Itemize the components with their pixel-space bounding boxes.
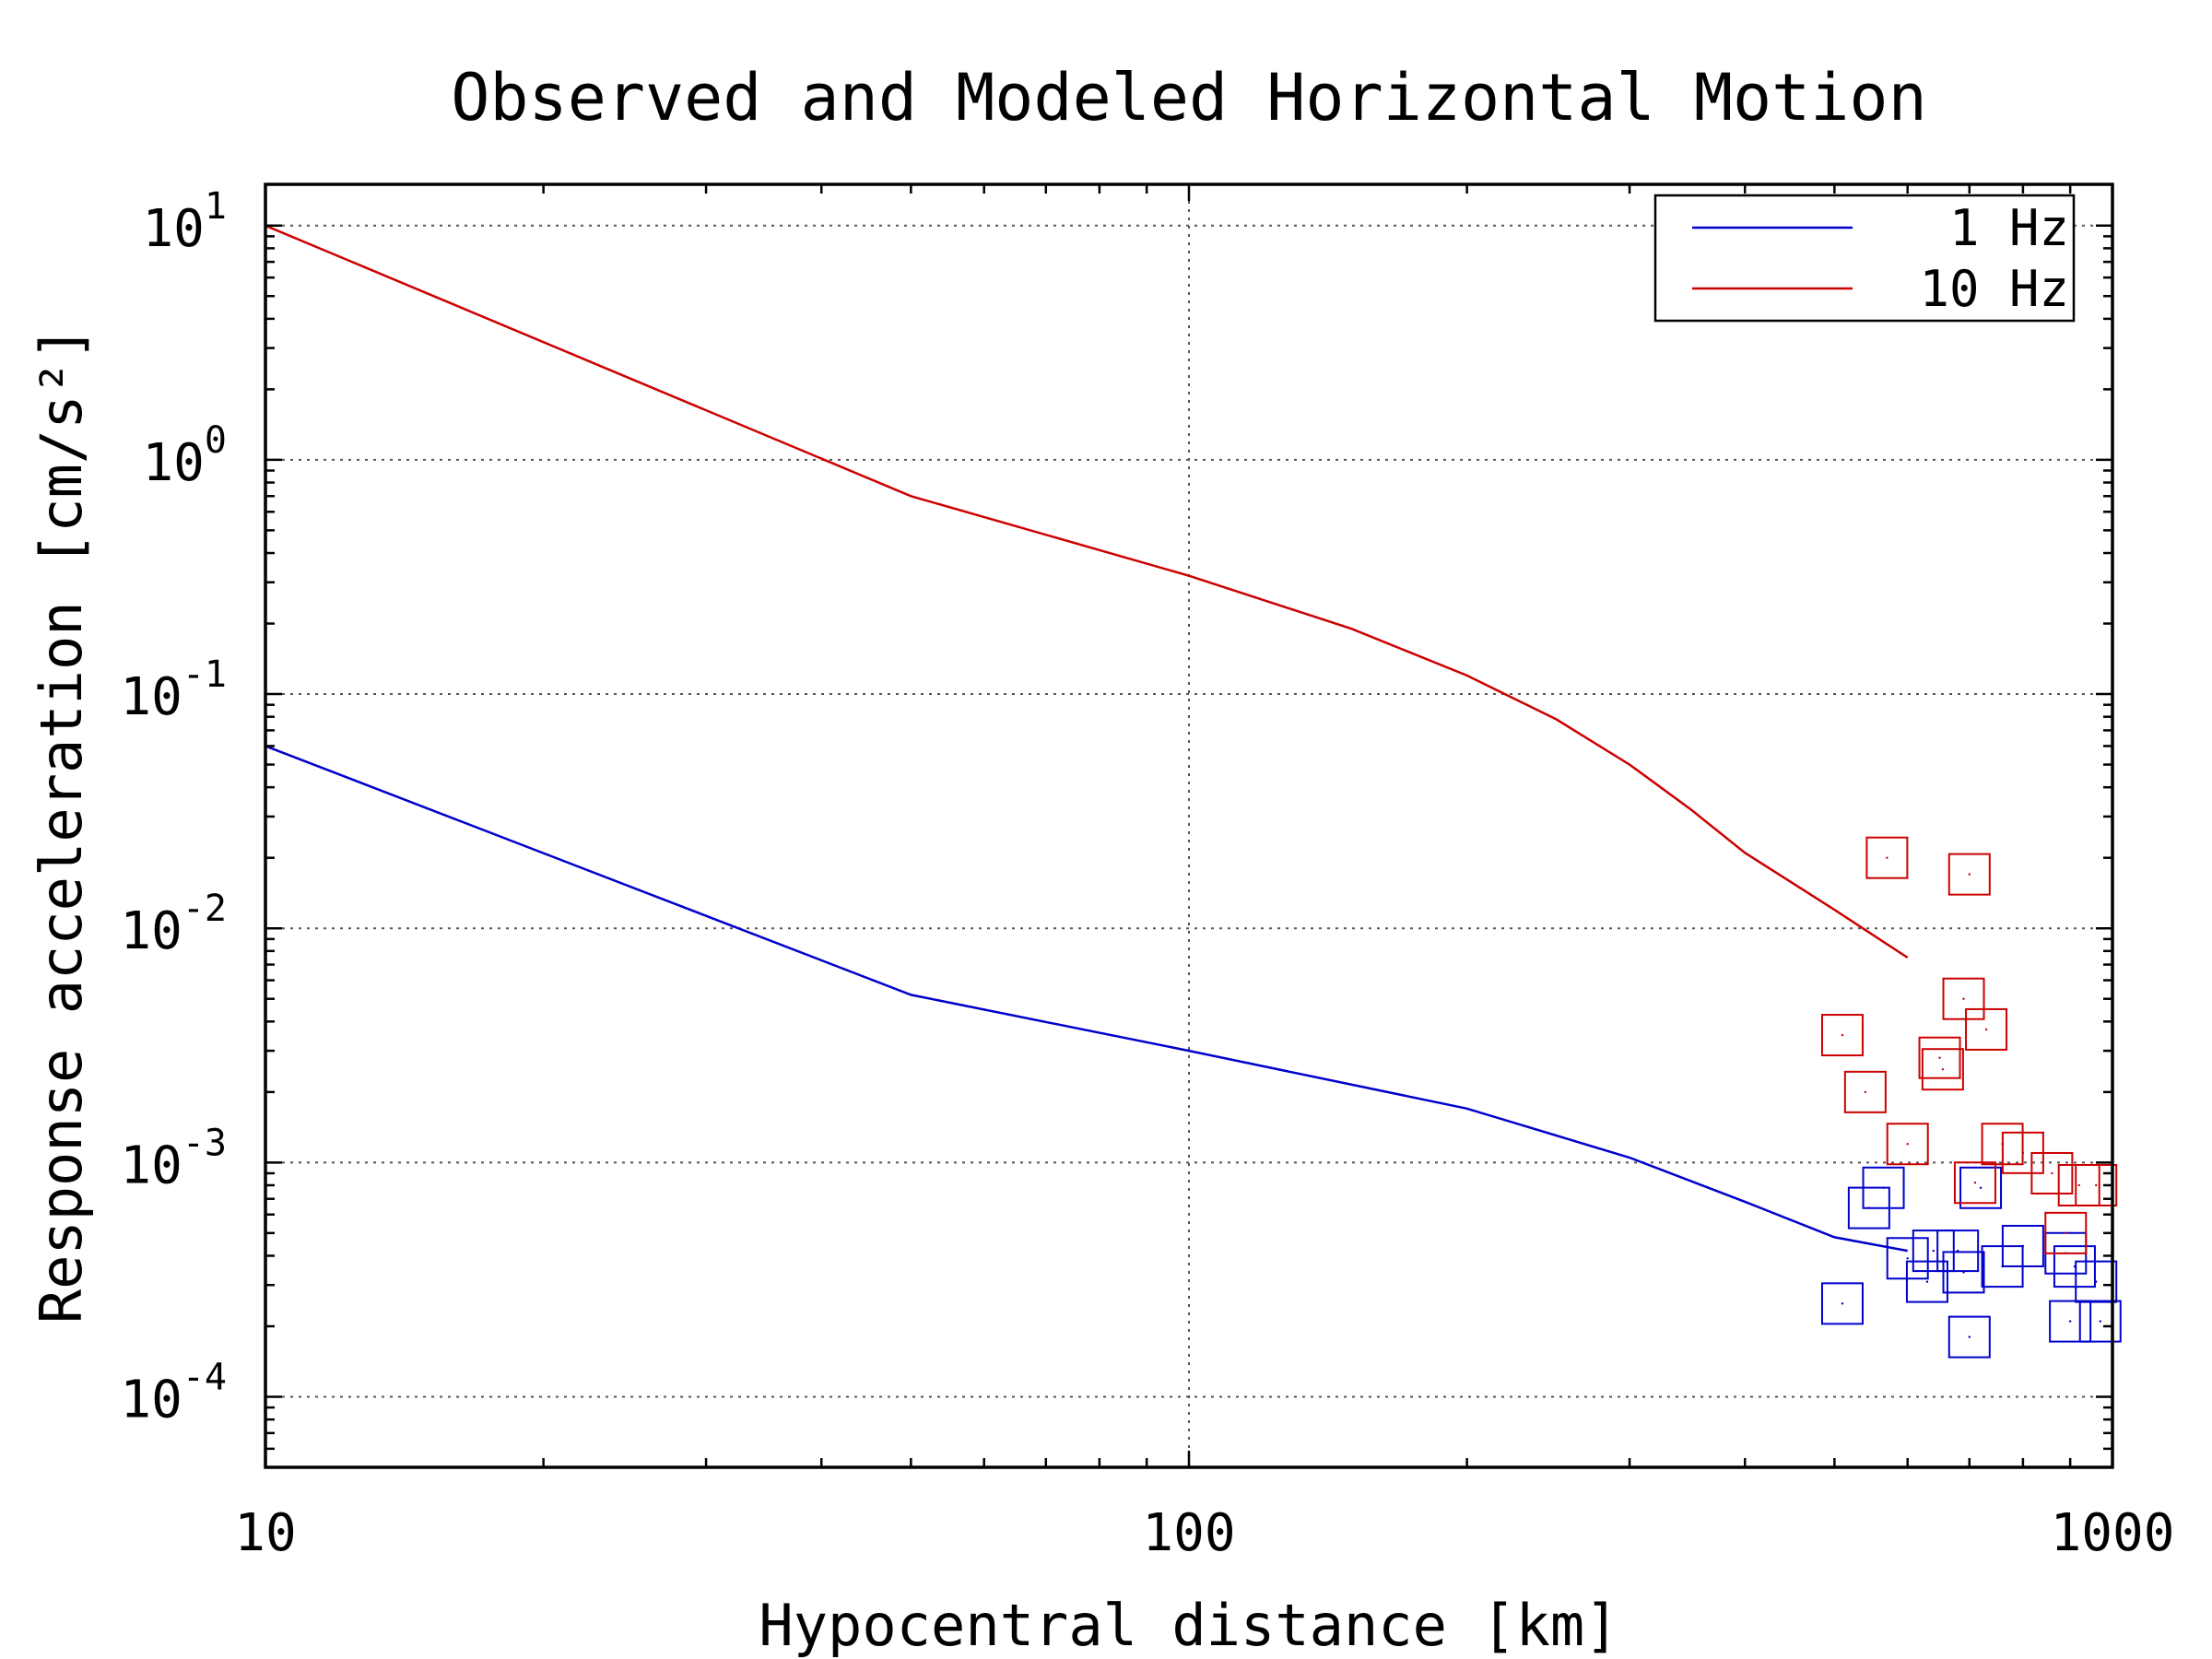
y-axis-label: Response acceleration [cm/s²]: [28, 326, 95, 1324]
x-axis-label: Hypocentral distance [km]: [759, 1592, 1618, 1659]
observation-dot-1: [1906, 1143, 1909, 1146]
observation-marker-1: [1921, 1048, 1964, 1091]
observation-marker-1: [2044, 1211, 2088, 1254]
legend-label-10hz: 10 Hz: [1919, 260, 2069, 318]
observation-marker-0: [1820, 1282, 1864, 1325]
legend-box: [1653, 194, 2076, 323]
legend-label-1hz: 1 Hz: [1949, 199, 2069, 257]
observation-dot-1: [1968, 873, 1971, 876]
y-tick-label: 10-3: [120, 1122, 227, 1195]
observation-marker-1: [2075, 1163, 2118, 1206]
observation-dot-1: [2065, 1231, 2067, 1235]
observation-marker-0: [1862, 1166, 1905, 1209]
observation-dot-1: [1973, 1182, 1977, 1184]
observation-marker-1: [1843, 1070, 1887, 1113]
x-tick-label: 1000: [2051, 1503, 2175, 1563]
series-layer: [265, 224, 1909, 1253]
observation-marker-0: [2053, 1245, 2096, 1288]
observation-dot-1: [1962, 997, 1965, 1000]
observation-dot-0: [2068, 1320, 2072, 1323]
observation-dot-1: [1938, 1056, 1941, 1059]
observation-marker-1: [1886, 1123, 1929, 1166]
y-tick-label: 10-2: [120, 888, 227, 961]
observation-marker-0: [1936, 1230, 1980, 1273]
observation-marker-1: [1942, 977, 1985, 1020]
observation-marker-0: [1959, 1166, 2003, 1209]
observation-dot-0: [1906, 1257, 1909, 1260]
y-tick-label: 10-4: [120, 1356, 227, 1430]
observation-dot-0: [1968, 1335, 1971, 1338]
observation-marker-0: [1942, 1251, 1985, 1294]
series-line-0: [265, 745, 1908, 1253]
observation-dot-1: [1886, 856, 1888, 859]
observation-dot-0: [1841, 1302, 1844, 1305]
legend: 1 Hz 10 Hz: [1653, 194, 2076, 323]
observation-dot-0: [2095, 1280, 2098, 1283]
x-tick-label: 10: [234, 1503, 296, 1563]
series-line-1: [265, 224, 1909, 959]
observation-dot-1: [2077, 1183, 2080, 1187]
observation-marker-0: [2001, 1224, 2044, 1267]
observation-dot-0: [2021, 1244, 2025, 1248]
observation-dot-1: [2021, 1151, 2025, 1155]
observation-dot-1: [1841, 1033, 1844, 1037]
observation-marker-1: [1947, 853, 1991, 896]
observation-dot-0: [2099, 1320, 2101, 1323]
observation-dot-0: [1979, 1186, 1983, 1189]
y-tick-label: 101: [142, 185, 227, 259]
y-tick-label: 10-1: [120, 653, 227, 727]
x-tick-label: 100: [1142, 1503, 1235, 1563]
observation-dot-1: [1941, 1068, 1945, 1071]
x-tick-labels: 10 100 1000: [234, 1503, 2174, 1563]
observation-dot-1: [1984, 1028, 1988, 1031]
observation-marker-0: [1947, 1315, 1991, 1359]
observation-marker-0: [2078, 1300, 2122, 1343]
tick-layer: [264, 184, 2112, 1469]
observation-dot-0: [1962, 1271, 1965, 1274]
observation-dot-1: [2095, 1183, 2098, 1187]
observations-layer: [1820, 836, 2122, 1359]
observation-dot-0: [1882, 1186, 1885, 1189]
observation-dot-0: [1932, 1249, 1935, 1253]
observation-dot-1: [1864, 1090, 1867, 1094]
observation-marker-0: [2049, 1300, 2092, 1343]
observation-marker-1: [1918, 1036, 1961, 1079]
observation-marker-0: [1912, 1230, 1955, 1273]
observation-marker-1: [1965, 1007, 2008, 1051]
y-tick-labels: 101 100 10-1 10-2 10-3 10-4: [120, 185, 227, 1430]
observation-marker-1: [1820, 1014, 1864, 1057]
observation-dot-0: [1925, 1280, 1929, 1283]
observation-marker-0: [2075, 1260, 2118, 1303]
grid-layer: [265, 184, 2112, 1467]
observation-dot-1: [2051, 1171, 2053, 1175]
observation-marker-0: [1905, 1260, 1948, 1303]
observation-marker-1: [1953, 1161, 1996, 1205]
chart-title: Observed and Modeled Horizontal Motion: [451, 60, 1926, 135]
observation-marker-1: [1865, 836, 1909, 879]
y-tick-label: 100: [142, 419, 227, 493]
observation-marker-1: [2030, 1151, 2074, 1194]
